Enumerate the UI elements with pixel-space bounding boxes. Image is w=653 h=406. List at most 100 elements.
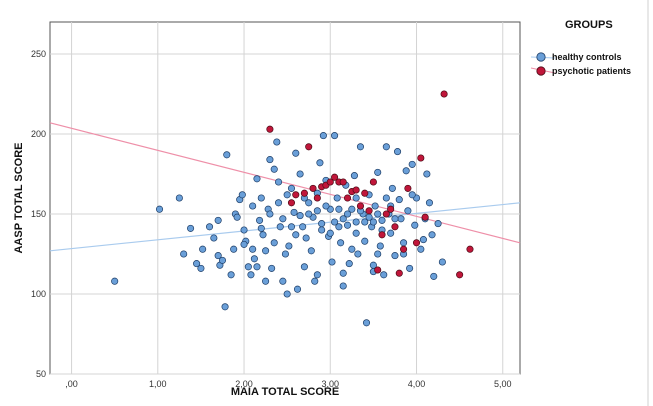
point-healthy-control [352, 194, 360, 202]
point-healthy-control [302, 234, 310, 242]
point-healthy-control [187, 224, 195, 232]
point-healthy-control [339, 269, 347, 277]
x-tick-label: ,00 [65, 379, 78, 389]
point-psychotic-patient [391, 223, 399, 231]
x-tick-label: 3,00 [322, 379, 340, 389]
point-healthy-control [404, 207, 412, 215]
point-healthy-control [293, 285, 302, 293]
point-psychotic-patient [417, 154, 425, 162]
point-healthy-control [374, 210, 382, 218]
point-healthy-control [274, 178, 283, 186]
point-healthy-control [425, 199, 433, 207]
y-tick-label: 200 [31, 129, 46, 139]
point-psychotic-patient [387, 205, 395, 213]
point-healthy-control [337, 239, 345, 247]
legend-label-psychotic: psychotic patients [552, 66, 631, 76]
point-healthy-control [111, 277, 119, 285]
x-tick-label: 4,00 [408, 379, 426, 389]
point-healthy-control [300, 263, 308, 271]
y-tick-label: 150 [31, 209, 46, 219]
point-healthy-control [307, 247, 315, 255]
point-healthy-control [270, 165, 278, 173]
point-healthy-control [322, 202, 330, 210]
point-healthy-control [345, 260, 353, 268]
point-healthy-control [393, 148, 402, 156]
x-tick-label: 1,00 [149, 379, 167, 389]
point-psychotic-patient [352, 186, 360, 194]
point-healthy-control [175, 194, 183, 202]
fit-line-psychotic [49, 122, 521, 244]
point-healthy-control [227, 271, 235, 279]
point-healthy-control [253, 263, 261, 271]
point-healthy-control [411, 221, 419, 229]
point-healthy-control [283, 290, 291, 298]
point-healthy-control [210, 234, 218, 242]
point-healthy-control [348, 205, 356, 213]
point-healthy-control [218, 256, 227, 264]
point-healthy-control [428, 231, 436, 239]
legend-title: GROUPS [565, 19, 613, 31]
x-axis-ticks: ,00 1,00 2,00 3,00 4,00 5,00 [65, 379, 511, 389]
legend-label-healthy: healthy controls [552, 52, 622, 62]
point-psychotic-patient [287, 199, 296, 207]
point-healthy-control [262, 247, 270, 255]
point-healthy-control [266, 210, 274, 218]
point-psychotic-patient [412, 239, 421, 247]
point-healthy-control [382, 194, 390, 202]
point-psychotic-patient [292, 191, 300, 199]
point-healthy-control [352, 218, 360, 226]
point-healthy-control [268, 264, 276, 272]
point-healthy-control [193, 260, 201, 268]
point-healthy-control [180, 250, 188, 258]
point-psychotic-patient [361, 189, 369, 197]
point-healthy-control [244, 263, 252, 271]
point-healthy-control [343, 210, 352, 218]
point-healthy-control [290, 208, 298, 216]
point-healthy-control [296, 212, 304, 220]
point-healthy-control [361, 218, 369, 226]
point-healthy-control [313, 207, 321, 215]
point-healthy-control [362, 319, 371, 327]
point-psychotic-patient [300, 189, 308, 197]
point-healthy-control [331, 132, 339, 140]
point-psychotic-patient [395, 269, 403, 277]
point-healthy-control [391, 252, 399, 260]
point-healthy-control [382, 143, 390, 151]
point-healthy-control [408, 191, 416, 199]
point-psychotic-patient [400, 245, 408, 253]
fit-line-healthy [49, 202, 521, 252]
point-psychotic-patient [440, 90, 448, 98]
point-healthy-control [430, 272, 438, 280]
point-healthy-control [316, 159, 324, 167]
legend-marker-healthy [536, 52, 546, 62]
point-healthy-control [292, 231, 300, 239]
point-healthy-control [299, 223, 307, 231]
point-healthy-control [281, 250, 289, 258]
point-healthy-control [285, 242, 293, 250]
point-healthy-control [273, 138, 281, 146]
point-psychotic-patient [404, 184, 412, 192]
point-healthy-control [356, 143, 365, 151]
point-healthy-control [419, 236, 427, 244]
point-healthy-control [274, 199, 283, 207]
point-healthy-control [391, 215, 399, 223]
point-healthy-control [249, 245, 257, 253]
point-healthy-control [240, 226, 248, 234]
point-healthy-control [354, 250, 362, 258]
point-healthy-control [214, 216, 222, 224]
point-healthy-control [296, 170, 304, 178]
point-healthy-control [378, 216, 386, 224]
point-healthy-control [240, 240, 248, 248]
point-psychotic-patient [326, 178, 334, 186]
point-healthy-control [402, 167, 410, 175]
point-healthy-control [417, 245, 425, 253]
point-psychotic-patient [456, 271, 464, 279]
point-healthy-control [374, 168, 382, 176]
point-healthy-control [434, 220, 442, 228]
point-healthy-control [305, 199, 313, 207]
point-healthy-control [400, 239, 408, 247]
point-healthy-control [361, 237, 369, 245]
x-tick-label: 5,00 [494, 379, 512, 389]
point-healthy-control [249, 202, 257, 210]
